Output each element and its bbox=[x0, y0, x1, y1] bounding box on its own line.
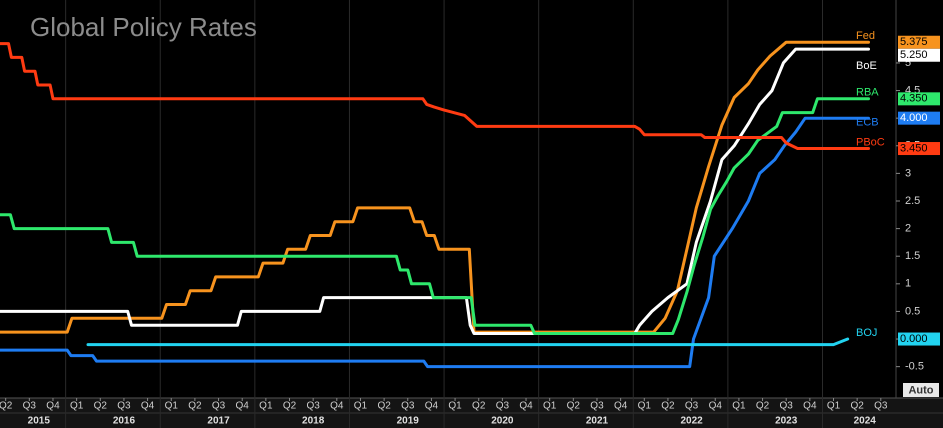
x-tick-label: Q4 bbox=[141, 401, 155, 412]
x-tick-label: Q4 bbox=[519, 401, 533, 412]
value-box bbox=[898, 142, 940, 156]
value-box bbox=[898, 35, 940, 49]
x-tick-label: Q2 bbox=[472, 401, 486, 412]
x-tick-label: Q1 bbox=[165, 401, 179, 412]
x-tick-label: Q1 bbox=[448, 401, 462, 412]
x-tick-label: Q4 bbox=[709, 401, 723, 412]
value-box bbox=[898, 48, 940, 62]
x-tick-label: Q2 bbox=[94, 401, 108, 412]
x-tick-label: Q4 bbox=[236, 401, 250, 412]
value-label: 4.000 bbox=[900, 112, 928, 124]
series-name: BOJ bbox=[856, 327, 877, 339]
series-line bbox=[0, 97, 870, 335]
x-tick-label: Q1 bbox=[543, 401, 557, 412]
year-label: 2024 bbox=[854, 416, 877, 427]
series-name: Fed bbox=[856, 30, 875, 42]
value-label: 5.375 bbox=[900, 36, 928, 48]
y-tick-label: 0.5 bbox=[905, 305, 920, 317]
x-tick-label: Q2 bbox=[377, 401, 391, 412]
x-tick-label: Q1 bbox=[70, 401, 84, 412]
x-tick-label: Q2 bbox=[661, 401, 675, 412]
value-box bbox=[898, 111, 940, 125]
x-tick-label: Q4 bbox=[803, 401, 817, 412]
chart-title: Global Policy Rates bbox=[30, 12, 257, 42]
year-label: 2018 bbox=[302, 416, 325, 427]
x-tick-label: Q3 bbox=[685, 401, 699, 412]
x-tick-label: Q2 bbox=[0, 401, 13, 412]
x-tick-label: Q2 bbox=[188, 401, 202, 412]
y-tick-label: 2 bbox=[905, 223, 911, 235]
y-tick-label: 2.5 bbox=[905, 195, 920, 207]
year-label: 2019 bbox=[397, 416, 420, 427]
value-label: 5.250 bbox=[900, 49, 928, 61]
y-tick-label: 3 bbox=[905, 167, 911, 179]
x-tick-label: Q2 bbox=[756, 401, 770, 412]
x-tick-label: Q3 bbox=[23, 401, 37, 412]
x-tick-label: Q2 bbox=[283, 401, 297, 412]
series-line bbox=[0, 116, 870, 369]
x-tick-label: Q3 bbox=[117, 401, 131, 412]
series-line bbox=[0, 47, 870, 335]
x-tick-label: Q2 bbox=[850, 401, 864, 412]
year-label: 2020 bbox=[491, 416, 514, 427]
series-line bbox=[0, 42, 870, 150]
value-box bbox=[898, 332, 940, 346]
x-tick-label: Q4 bbox=[46, 401, 60, 412]
y-tick-label: 1.5 bbox=[905, 250, 920, 262]
y-tick-label: 5 bbox=[905, 57, 911, 69]
series-name: PBoC bbox=[856, 136, 885, 148]
year-label: 2016 bbox=[113, 416, 136, 427]
year-label: 2023 bbox=[775, 416, 798, 427]
x-tick-label: Q1 bbox=[827, 401, 841, 412]
series-name: BoE bbox=[856, 60, 877, 72]
series-line bbox=[86, 337, 850, 347]
x-tick-label: Q4 bbox=[614, 401, 628, 412]
x-tick-label: Q4 bbox=[425, 401, 439, 412]
y-tick-label: -0.5 bbox=[905, 361, 924, 373]
year-label: 2022 bbox=[680, 416, 703, 427]
x-tick-label: Q1 bbox=[732, 401, 746, 412]
x-tick-label: Q2 bbox=[567, 401, 581, 412]
year-label: 2015 bbox=[28, 416, 51, 427]
value-box bbox=[898, 92, 940, 106]
value-label: 3.450 bbox=[900, 142, 928, 154]
grid bbox=[5, 0, 900, 428]
lines bbox=[0, 40, 870, 369]
series-name: RBA bbox=[856, 87, 879, 99]
x-tick-label: Q4 bbox=[330, 401, 344, 412]
x-tick-label: Q1 bbox=[259, 401, 273, 412]
series-name: ECB bbox=[856, 117, 879, 129]
x-tick-label: Q3 bbox=[874, 401, 888, 412]
x-tick-label: Q1 bbox=[638, 401, 652, 412]
series-line bbox=[0, 40, 870, 334]
x-tick-label: Q3 bbox=[306, 401, 320, 412]
y-tick-label: 1 bbox=[905, 278, 911, 290]
value-label: 0.000 bbox=[900, 333, 928, 345]
x-tick-label: Q3 bbox=[212, 401, 226, 412]
x-tick-label: Q3 bbox=[780, 401, 794, 412]
axis-mode-label[interactable]: Auto bbox=[908, 384, 933, 396]
labels: -0.500.511.522.533.544.55Q2Q3Q4Q1Q2Q3Q4Q… bbox=[0, 30, 940, 427]
x-tick-label: Q1 bbox=[354, 401, 368, 412]
year-label: 2017 bbox=[207, 416, 230, 427]
x-tick-label: Q3 bbox=[590, 401, 604, 412]
year-label: 2021 bbox=[586, 416, 609, 427]
axis-mode-box[interactable] bbox=[903, 383, 939, 397]
x-tick-label: Q3 bbox=[496, 401, 510, 412]
x-tick-label: Q3 bbox=[401, 401, 415, 412]
value-label: 4.350 bbox=[900, 93, 928, 105]
